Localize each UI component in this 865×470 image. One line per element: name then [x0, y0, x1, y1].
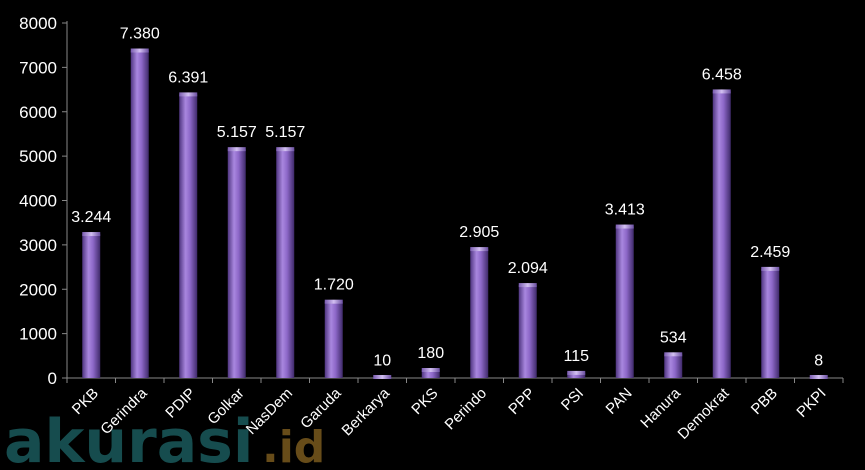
- bar-body: [421, 370, 440, 378]
- y-tick-label: 0: [48, 369, 57, 388]
- category-label: PBB: [748, 385, 781, 418]
- bar-cap: [82, 232, 101, 237]
- data-label: 1.720: [314, 277, 354, 294]
- bar-pkb: [82, 232, 101, 378]
- bar-cap: [373, 375, 392, 379]
- y-tick-label: 7000: [19, 58, 57, 77]
- bar-hanura: [664, 352, 683, 378]
- bar-body: [324, 301, 343, 378]
- bar-psi: [567, 370, 586, 378]
- data-label: 534: [660, 329, 687, 346]
- category-label: PKPI: [793, 385, 829, 421]
- data-label: 10: [373, 353, 391, 370]
- bar-body: [615, 226, 634, 378]
- bar-ppp: [518, 283, 537, 378]
- bar-cap: [470, 247, 489, 252]
- bar-pdip: [179, 92, 198, 378]
- bar-cap: [179, 92, 198, 97]
- y-tick-label: 2000: [19, 280, 57, 299]
- bar-body: [82, 234, 101, 378]
- category-label: PKS: [408, 385, 441, 418]
- data-label: 3.413: [605, 202, 645, 219]
- bar-body: [227, 149, 246, 378]
- data-label: 8: [814, 353, 823, 370]
- category-label: Demokrat: [675, 384, 734, 443]
- y-tick-label: 1000: [19, 325, 57, 344]
- y-tick-label: 5000: [19, 147, 57, 166]
- bar-nasdem: [276, 147, 295, 378]
- data-label: 115: [563, 348, 589, 365]
- watermark-brand: akurasi: [4, 407, 253, 470]
- data-label: 3.244: [71, 209, 111, 226]
- data-label: 2.905: [459, 224, 499, 241]
- y-tick-label: 8000: [19, 14, 57, 33]
- bar-body: [761, 268, 780, 378]
- bar-body: [712, 91, 731, 379]
- bar-body: [567, 372, 586, 378]
- bar-body: [130, 50, 149, 378]
- bar-body: [470, 249, 489, 378]
- y-tick-label: 6000: [19, 103, 57, 122]
- bar-body: [664, 354, 683, 378]
- data-label: 6.391: [168, 69, 208, 86]
- bar-cap: [324, 299, 343, 304]
- bar-pbb: [761, 266, 780, 378]
- bar-body: [276, 149, 295, 378]
- category-label: Hanura: [637, 384, 684, 431]
- bar-cap: [809, 375, 828, 379]
- category-label: Perindo: [441, 385, 490, 434]
- bar-golkar: [227, 147, 246, 378]
- data-label: 180: [417, 345, 444, 362]
- bar-cap: [276, 147, 295, 152]
- x-axis: [66, 377, 844, 383]
- bar-cap: [567, 370, 586, 375]
- bar-cap: [518, 283, 537, 288]
- data-label: 2.459: [750, 244, 790, 261]
- bar-pks: [421, 368, 440, 378]
- bar-pkpi: [809, 375, 828, 379]
- data-label: 2.094: [508, 260, 548, 277]
- category-label: Berkarya: [339, 384, 394, 439]
- bar-cap: [130, 48, 149, 53]
- y-axis: 0 1000 2000 3000 4000 5000 6000 7000 8000: [19, 14, 68, 388]
- data-label: 7.380: [120, 26, 160, 43]
- watermark-suffix: .id: [262, 422, 325, 470]
- data-label: 6.458: [702, 66, 742, 83]
- bar-garuda: [324, 299, 343, 378]
- category-label: PSI: [558, 385, 587, 414]
- bar-demokrat: [712, 89, 731, 379]
- bar-cap: [664, 352, 683, 357]
- data-label: 5.157: [265, 124, 305, 141]
- y-tick-label: 3000: [19, 236, 57, 255]
- bars: [82, 48, 828, 379]
- bar-berkarya: [373, 375, 392, 379]
- data-labels: 3.244 7.380 6.391 5.157 5.157 1.720 10 180 2.905…: [71, 26, 823, 370]
- bar-body: [518, 285, 537, 378]
- category-label: PAN: [603, 385, 636, 418]
- bar-body: [179, 94, 198, 378]
- bar-cap: [227, 147, 246, 152]
- bar-gerindra: [130, 48, 149, 378]
- y-tick-label: 4000: [19, 192, 57, 211]
- watermark: akurasi .id: [4, 407, 325, 470]
- data-label: 5.157: [217, 124, 257, 141]
- bar-perindo: [470, 247, 489, 378]
- bar-cap: [712, 89, 731, 94]
- bar-cap: [761, 266, 780, 271]
- bar-cap: [421, 368, 440, 373]
- bar-pan: [615, 224, 634, 378]
- category-label: PPP: [505, 385, 538, 418]
- bar-cap: [615, 224, 634, 229]
